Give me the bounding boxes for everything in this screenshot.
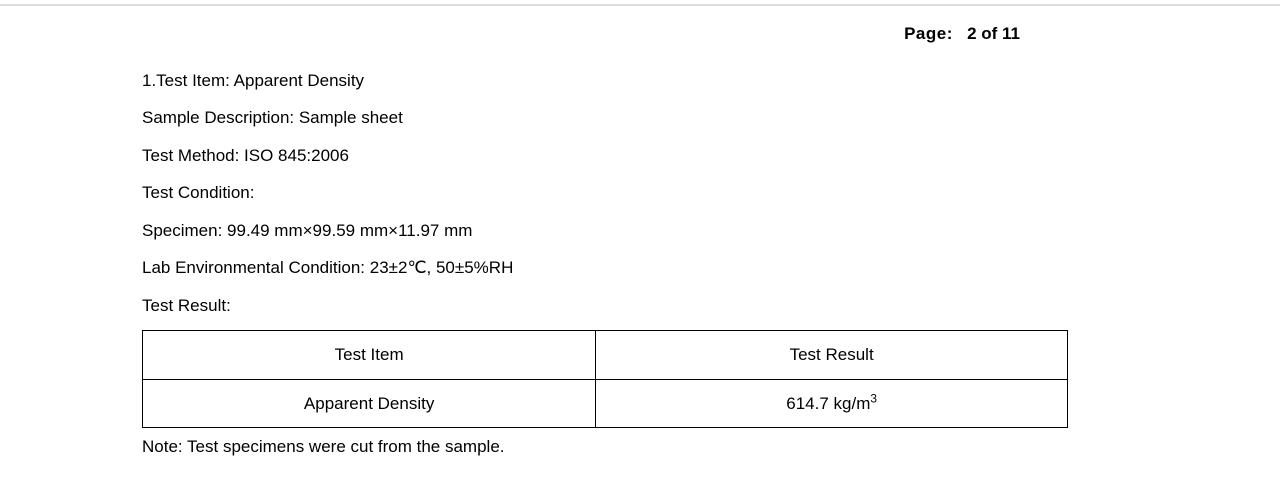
result-value: 614.7 kg/m bbox=[786, 394, 870, 413]
specimen-line: Specimen: 99.49 mm×99.59 mm×11.97 mm bbox=[142, 212, 1280, 249]
test-result-label: Test Result: bbox=[142, 287, 1280, 324]
page-indicator: Page: 2 of 11 bbox=[0, 6, 1280, 44]
table-row: Apparent Density 614.7 kg/m3 bbox=[143, 379, 1068, 427]
document-body: 1.Test Item: Apparent Density Sample Des… bbox=[0, 44, 1280, 465]
col-header-item: Test Item bbox=[143, 331, 596, 379]
cell-result: 614.7 kg/m3 bbox=[596, 379, 1068, 427]
test-method: Test Method: ISO 845:2006 bbox=[142, 137, 1280, 174]
test-item-line: 1.Test Item: Apparent Density bbox=[142, 62, 1280, 99]
result-table: Test Item Test Result Apparent Density 6… bbox=[142, 330, 1068, 428]
lab-condition: Lab Environmental Condition: 23±2℃, 50±5… bbox=[142, 249, 1280, 286]
result-exponent: 3 bbox=[870, 391, 877, 405]
page-label: Page: bbox=[904, 24, 953, 43]
sample-description: Sample Description: Sample sheet bbox=[142, 99, 1280, 136]
col-header-result: Test Result bbox=[596, 331, 1068, 379]
test-condition-label: Test Condition: bbox=[142, 174, 1280, 211]
note-line: Note: Test specimens were cut from the s… bbox=[142, 428, 1280, 465]
cell-item: Apparent Density bbox=[143, 379, 596, 427]
page-value: 2 of 11 bbox=[967, 24, 1020, 43]
table-header-row: Test Item Test Result bbox=[143, 331, 1068, 379]
